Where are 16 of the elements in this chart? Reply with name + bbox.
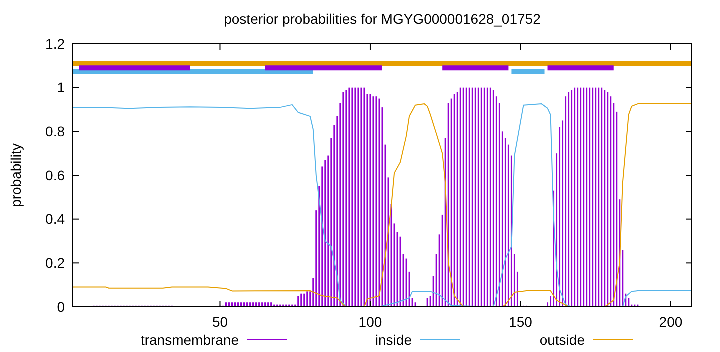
y-tick-label: 1.2 [46,36,66,52]
y-tick-label: 0.2 [46,255,66,272]
y-axis-title: probability [8,144,24,208]
y-tick-label: 0.6 [46,167,66,184]
chart-title: posterior probabilities for MGYG000001628_01752 [224,11,542,27]
y-tick-label: 0.4 [46,211,66,228]
y-tick-label: 0.8 [46,124,66,140]
x-tick-label: 150 [509,314,533,330]
legend-label: outside [540,332,586,348]
x-tick-label: 50 [212,314,228,330]
legend-label: transmembrane [140,332,240,348]
y-tick-label: 1 [57,80,66,96]
x-tick-label: 100 [358,314,382,330]
y-tick-label: 0 [57,298,66,315]
legend-label: inside [375,332,412,348]
x-tick-label: 200 [659,314,683,330]
